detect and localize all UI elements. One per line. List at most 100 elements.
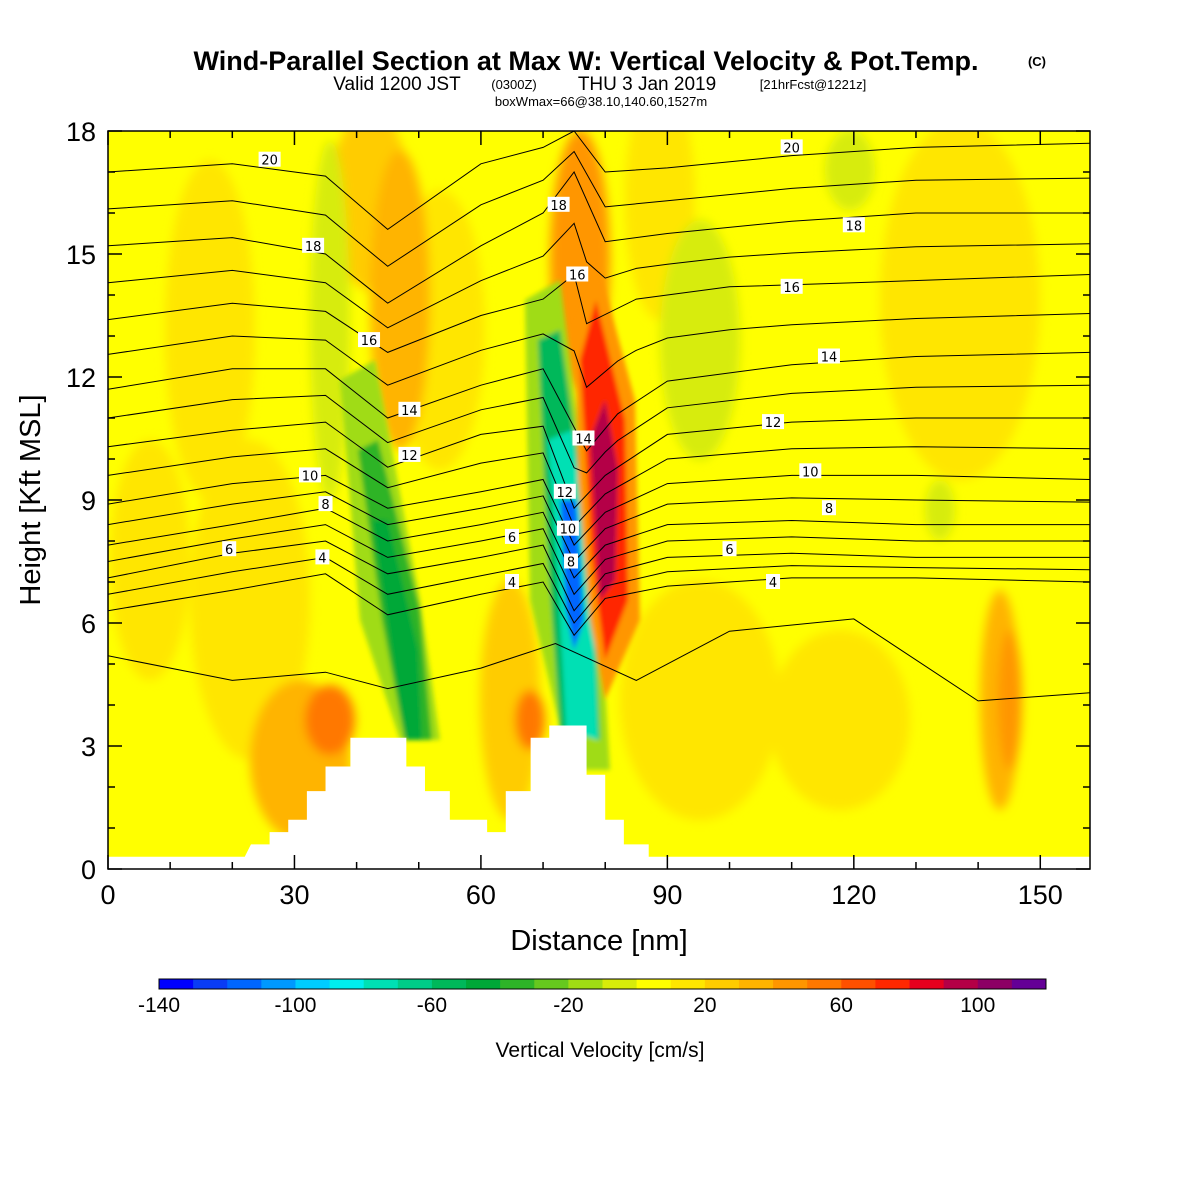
theta-contour-13 <box>108 384 1090 474</box>
velocity-cell <box>515 690 545 750</box>
plot-area: 2018161412108646418161412108201816141210… <box>108 131 1090 869</box>
colorbar-swatch <box>534 979 569 989</box>
axis-tick-label: 30 <box>279 880 309 910</box>
axis-tick-label: 90 <box>652 880 682 910</box>
axis-tick-label: 0 <box>81 855 96 885</box>
contour-label-box <box>842 217 865 233</box>
theta-contour-16 <box>108 273 1090 353</box>
contour-label-box <box>762 414 785 430</box>
contour-label-text: 10 <box>302 469 319 484</box>
contour-label-box <box>302 237 325 253</box>
theta-contour-19 <box>108 150 1090 267</box>
contour-label-text: 14 <box>575 433 592 448</box>
contour-label: 4 <box>315 549 330 566</box>
contour-label-text: 16 <box>783 281 800 296</box>
terrain <box>108 725 1090 869</box>
contour-label-box <box>298 467 321 483</box>
colorbar-swatch <box>363 979 399 989</box>
colorbar-swatch <box>431 979 467 989</box>
colorbar-tick-label: -60 <box>417 994 447 1017</box>
downdraft-east-peak <box>560 500 584 650</box>
contour-labels: 2018161412108646418161412108201816141210… <box>222 139 865 591</box>
contour-label-text: 4 <box>318 551 326 566</box>
updraft-core <box>590 400 618 600</box>
theta-contour-2 <box>108 618 1090 702</box>
colorbar-swatch <box>943 979 979 989</box>
colorbar-swatch <box>909 979 945 989</box>
velocity-cell <box>190 440 310 760</box>
contour-label: 6 <box>504 528 519 546</box>
contour-label-box <box>722 541 737 557</box>
contour-label-text: 18 <box>305 240 322 255</box>
axis-tick-label: 60 <box>466 880 496 910</box>
colorbar-swatch <box>704 979 740 989</box>
axis-tick-label: 15 <box>66 240 96 270</box>
contour-label-box <box>315 549 330 565</box>
theta-contour-14 <box>108 351 1090 452</box>
y-axis-label: Height [Kft MSL] <box>15 394 47 605</box>
colorbar-tick-label: 20 <box>693 994 716 1017</box>
contour-label-box <box>398 401 421 417</box>
colorbar-swatch <box>227 979 262 989</box>
velocity-cell <box>305 685 355 755</box>
contour-label-text: 12 <box>765 416 782 431</box>
theta-contour-4 <box>108 573 1090 637</box>
theta-contour-8 <box>108 507 1090 579</box>
contour-label-box <box>821 500 836 516</box>
contour-label-text: 10 <box>560 523 577 538</box>
contour-label: 6 <box>722 541 737 558</box>
colorbar-swatch <box>841 979 876 989</box>
contour-label-text: 16 <box>569 269 586 284</box>
contour-label-box <box>258 151 281 167</box>
contour-label: 14 <box>817 348 840 366</box>
contour-label: 18 <box>547 196 570 214</box>
contour-label-text: 8 <box>567 556 575 571</box>
velocity-cell <box>660 220 740 460</box>
contour-label: 18 <box>302 237 325 255</box>
contour-label: 20 <box>258 151 281 169</box>
velocity-cores <box>340 270 640 770</box>
theta-contour-5 <box>108 556 1090 624</box>
axis-ticks: 0 30 60 90 120 150 0 3 6 9 12 15 18 <box>66 117 1090 910</box>
colorbar-swatch <box>875 979 911 989</box>
theta-contour-20 <box>108 131 1090 231</box>
contour-label: 20 <box>780 139 803 156</box>
contour-label-text: 20 <box>261 154 278 169</box>
box-wmax-info: boxWmax=66@38.10,140.60,1527m <box>495 94 707 109</box>
colorbar-swatch <box>1011 979 1047 989</box>
contour-label-text: 10 <box>802 465 819 480</box>
contour-label: 4 <box>504 574 519 591</box>
contour-label: 6 <box>222 541 237 558</box>
velocity-cell <box>110 440 190 680</box>
theta-contour-17 <box>108 222 1090 329</box>
contour-label-text: 14 <box>821 351 838 366</box>
contour-label-box <box>398 446 421 462</box>
contour-label-box <box>564 553 579 569</box>
contour-label-text: 18 <box>846 219 863 234</box>
axis-tick-label: 18 <box>66 117 96 147</box>
contour-label: 14 <box>398 401 421 419</box>
contour-label: 16 <box>780 278 803 296</box>
colorbar-swatch <box>807 979 842 989</box>
velocity-cell <box>880 131 1040 480</box>
copyright-mark: (C) <box>1028 54 1046 69</box>
contour-label-text: 6 <box>225 543 233 558</box>
contour-label-box <box>318 496 333 512</box>
colorbar-swatch <box>159 979 194 989</box>
contour-label-text: 4 <box>769 576 777 591</box>
contour-label-text: 12 <box>401 449 418 464</box>
velocity-cell <box>925 480 955 540</box>
contour-label: 18 <box>842 217 865 234</box>
axis-tick-label: 120 <box>831 880 876 910</box>
colorbar-swatch <box>466 979 501 989</box>
velocity-shading <box>110 131 1040 840</box>
contour-label-text: 8 <box>825 502 833 517</box>
axis-tick-label: 0 <box>100 880 115 910</box>
contour-label: 10 <box>799 463 822 480</box>
colorbar-swatch <box>329 979 365 989</box>
velocity-cell <box>825 131 875 210</box>
contour-label-text: 20 <box>783 141 800 156</box>
contour-label: 14 <box>572 430 595 448</box>
colorbar-swatch <box>670 979 706 989</box>
